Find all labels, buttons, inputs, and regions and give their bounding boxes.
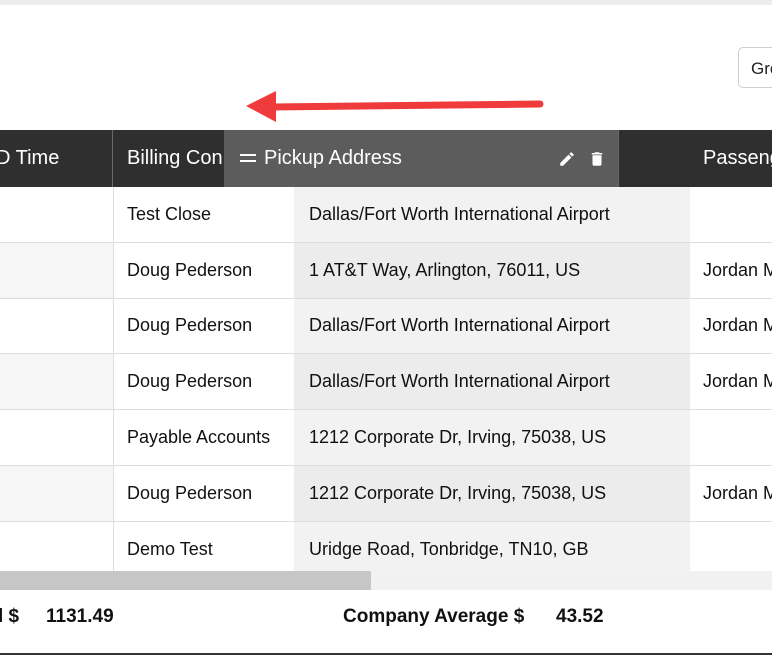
cell-time — [0, 465, 113, 521]
cell-time — [0, 354, 113, 410]
cell-time — [0, 298, 113, 354]
cell-passenger: Jordan M — [703, 482, 772, 503]
cell-pickup: Uridge Road, Tonbridge, TN10, GB — [309, 539, 589, 560]
table-row[interactable]: Doug Pederson Dallas/Fort Worth Internat… — [0, 298, 772, 355]
column-header-pickup-label: Pickup Address — [264, 147, 402, 169]
total-value: 1131.49 — [46, 606, 114, 627]
cell-pickup-bg — [294, 242, 690, 298]
horizontal-scrollbar-thumb[interactable] — [0, 571, 371, 590]
cell-pickup-bg — [294, 298, 690, 354]
cell-billing: Doug Pederson — [127, 482, 253, 503]
cell-billing: Payable Accounts — [127, 427, 271, 448]
cell-pickup-bg — [294, 410, 690, 465]
table-row[interactable]: Demo Test Uridge Road, Tonbridge, TN10, … — [0, 521, 772, 578]
cell-passenger: Jordan M — [703, 259, 772, 280]
cell-pickup: 1 AT&T Way, Arlington, 76011, US — [309, 259, 581, 280]
cell-pickup-bg — [294, 465, 690, 521]
column-header-billing[interactable]: Billing Con — [127, 147, 223, 169]
cell-billing: Doug Pederson — [127, 259, 253, 280]
cell-time — [0, 187, 113, 242]
cell-time — [0, 521, 113, 578]
cell-passenger — [703, 522, 772, 578]
column-divider — [618, 130, 619, 187]
cell-pickup-bg — [294, 187, 690, 242]
cell-pickup: Dallas/Fort Worth International Airport — [309, 315, 610, 336]
column-divider — [112, 130, 113, 187]
cell-time — [0, 242, 113, 298]
cell-pickup-bg — [294, 354, 690, 410]
dragged-column-header-pickup[interactable]: Pickup Address — [224, 130, 618, 187]
group-by-button[interactable]: Gro — [738, 47, 772, 88]
cell-billing: Test Close — [127, 203, 212, 224]
cell-pickup: 1212 Corporate Dr, Irving, 75038, US — [309, 482, 607, 503]
cell-time — [0, 410, 113, 465]
table-footer: l $ 1131.49 Company Average $ 43.52 — [0, 590, 772, 655]
pencil-icon[interactable] — [558, 150, 576, 168]
table-row[interactable]: Doug Pederson Dallas/Fort Worth Internat… — [0, 354, 772, 411]
column-header-passenger[interactable]: Passeng — [703, 147, 772, 169]
company-average-label: Company Average $ — [343, 606, 525, 627]
cell-passenger: Jordan M — [703, 371, 772, 392]
trash-icon[interactable] — [588, 149, 606, 169]
table-row[interactable]: Payable Accounts 1212 Corporate Dr, Irvi… — [0, 410, 772, 466]
cell-billing: Demo Test — [127, 539, 213, 560]
cell-passenger: Jordan M — [703, 315, 772, 336]
column-header-time[interactable]: D Time — [0, 147, 60, 169]
column-divider — [113, 187, 114, 571]
total-label: l $ — [0, 606, 20, 627]
cell-pickup-bg — [294, 521, 690, 578]
cell-billing: Doug Pederson — [127, 371, 253, 392]
drag-handle-icon[interactable] — [240, 154, 256, 164]
cell-passenger — [703, 410, 772, 465]
cell-pickup: Dallas/Fort Worth International Airport — [309, 203, 610, 224]
cell-pickup: 1212 Corporate Dr, Irving, 75038, US — [309, 427, 607, 448]
cell-billing: Doug Pederson — [127, 315, 253, 336]
cell-pickup: Dallas/Fort Worth International Airport — [309, 371, 610, 392]
table-row[interactable]: Doug Pederson 1212 Corporate Dr, Irving,… — [0, 465, 772, 522]
top-border — [0, 0, 772, 5]
company-average-value: 43.52 — [556, 606, 604, 627]
table-body: Test Close Dallas/Fort Worth Internation… — [0, 187, 772, 578]
table-row[interactable]: Test Close Dallas/Fort Worth Internation… — [0, 187, 772, 243]
cell-passenger — [703, 187, 772, 242]
table-row[interactable]: Doug Pederson 1 AT&T Way, Arlington, 760… — [0, 242, 772, 299]
